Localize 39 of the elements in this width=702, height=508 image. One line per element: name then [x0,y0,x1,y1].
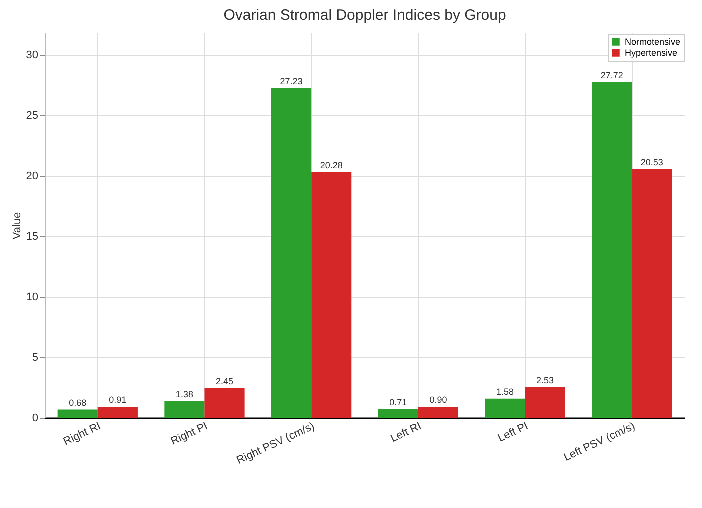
data-label: 0.68 [69,398,87,408]
data-label: 2.53 [536,375,554,386]
bar [418,407,458,418]
y-tick-label: 5 [32,352,38,364]
y-tick-label: 15 [26,230,38,243]
bar [204,388,245,418]
data-label: 1.38 [176,389,194,400]
y-tick-label: 10 [26,291,38,304]
data-label: 27.72 [600,70,624,80]
bar [485,398,526,418]
data-label: 1.58 [496,386,514,397]
x-tick-label: Left PI [496,420,530,445]
bar [272,88,312,418]
legend-label: Normotensive [625,37,681,47]
bar [312,172,352,418]
data-label: 20.28 [320,160,343,170]
chart-title: Ovarian Stromal Doppler Indices by Group [224,7,506,24]
bar [98,406,138,418]
data-label: 0.91 [109,394,127,405]
data-label: 27.23 [280,76,303,86]
bar [592,82,632,418]
bar [632,169,672,418]
bar [164,401,205,418]
x-tick-label: Right RI [62,420,103,448]
x-tick-label: Left RI [389,420,424,446]
data-label: 20.53 [640,157,664,168]
data-label: 0.90 [430,395,448,406]
data-label: 0.71 [390,397,408,408]
y-tick-label: 0 [32,412,38,424]
bar [525,387,566,418]
y-tick-label: 30 [26,49,38,62]
y-tick-label: 25 [26,110,38,122]
y-axis-title: Value [11,212,24,240]
bar [378,409,418,418]
data-label: 2.45 [216,376,234,386]
legend-label: Hypertensive [625,48,678,58]
x-tick-label: Right PI [169,420,210,448]
bar [58,410,98,418]
y-tick-label: 20 [26,170,38,182]
